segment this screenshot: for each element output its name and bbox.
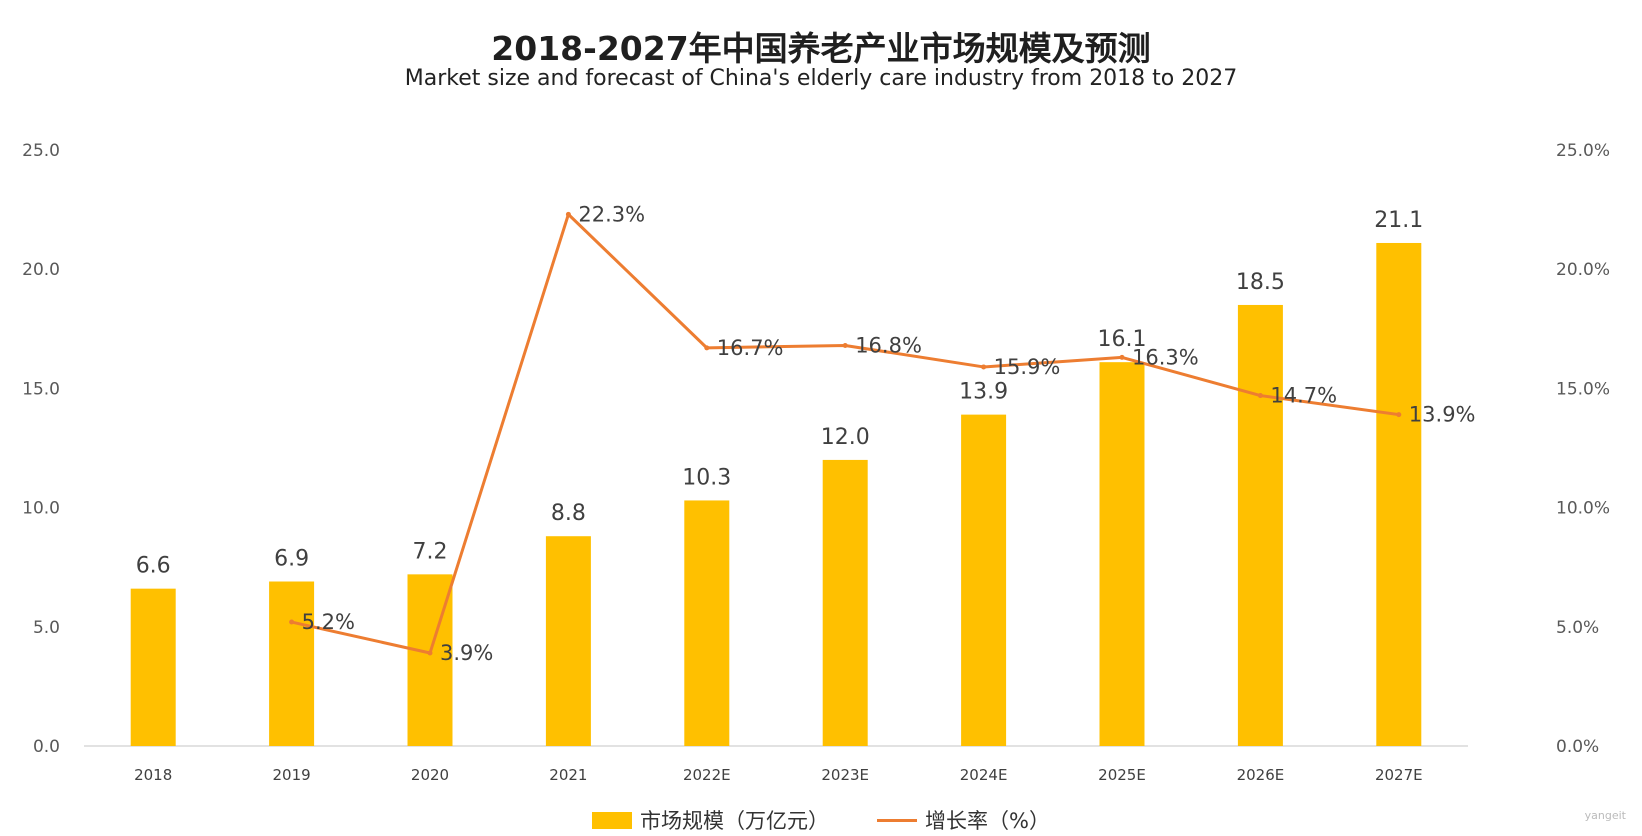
x-tick-label: 2025E — [1098, 766, 1146, 784]
y-left-tick-label: 10.0 — [22, 499, 60, 519]
line-data-label: 16.8% — [855, 333, 922, 357]
line-point — [427, 650, 433, 656]
line-point — [842, 342, 848, 348]
y-left-tick-label: 20.0 — [22, 260, 60, 280]
y-right-tick-label: 5.0% — [1556, 618, 1599, 638]
line-point — [289, 619, 295, 625]
legend: 市场规模（万亿元） 增长率（%） — [0, 806, 1642, 834]
chart-title: 2018-2027年中国养老产业市场规模及预测 — [491, 29, 1151, 68]
y-right-tick-label: 0.0% — [1556, 737, 1599, 757]
bar-data-label: 7.2 — [413, 539, 448, 564]
bar-data-label: 6.9 — [274, 547, 309, 572]
bar-data-label: 8.8 — [551, 501, 586, 526]
line-data-label: 3.9% — [440, 641, 493, 665]
x-tick-label: 2020 — [411, 766, 449, 784]
y-right-tick-label: 10.0% — [1556, 499, 1610, 519]
y-left-tick-label: 5.0 — [33, 618, 60, 638]
bar — [822, 459, 868, 746]
bar-data-label: 21.1 — [1374, 208, 1423, 233]
bar — [130, 588, 176, 746]
y-left-tick-label: 25.0 — [22, 141, 60, 161]
bar-data-label: 16.1 — [1098, 327, 1147, 352]
legend-item-growth-rate: 增长率（%） — [877, 805, 1050, 835]
line-data-label: 16.7% — [717, 336, 784, 360]
legend-item-market-size: 市场规模（万亿元） — [592, 805, 829, 835]
bar — [269, 581, 315, 746]
line-point — [1257, 393, 1263, 399]
line-point — [704, 345, 710, 351]
x-tick-label: 2027E — [1375, 766, 1423, 784]
y-right-tick-label: 15.0% — [1556, 379, 1610, 399]
line-data-label: 5.2% — [302, 610, 355, 634]
line-point — [565, 211, 571, 217]
bar — [961, 414, 1007, 746]
y-right-tick-label: 20.0% — [1556, 260, 1610, 280]
line-data-label: 15.9% — [994, 355, 1061, 379]
x-tick-label: 2019 — [273, 766, 311, 784]
line-data-label: 14.7% — [1270, 384, 1337, 408]
x-tick-label: 2024E — [960, 766, 1008, 784]
x-tick-label: 2023E — [821, 766, 869, 784]
y-right-tick-label: 25.0% — [1556, 141, 1610, 161]
line-data-label: 13.9% — [1409, 403, 1476, 427]
x-tick-label: 2021 — [549, 766, 587, 784]
x-tick-label: 2026E — [1237, 766, 1285, 784]
bar-data-label: 13.9 — [959, 380, 1008, 405]
bar-data-label: 18.5 — [1236, 270, 1285, 295]
line-data-label: 16.3% — [1132, 345, 1199, 369]
bar-data-label: 12.0 — [821, 425, 870, 450]
y-left-tick-label: 15.0 — [22, 379, 60, 399]
legend-label-growth-rate: 增长率（%） — [925, 809, 1050, 833]
line-point — [1396, 412, 1402, 418]
bar-data-label: 6.6 — [136, 554, 171, 579]
legend-label-market-size: 市场规模（万亿元） — [640, 809, 830, 833]
line-point — [981, 364, 987, 370]
x-tick-label: 2022E — [683, 766, 731, 784]
bar — [1099, 362, 1145, 746]
watermark: yangeit — [1584, 809, 1626, 822]
y-left-tick-label: 0.0 — [33, 737, 60, 757]
line-data-label: 22.3% — [578, 202, 645, 226]
bar — [1376, 242, 1422, 746]
legend-line-swatch — [877, 818, 918, 822]
bar — [1237, 304, 1283, 746]
x-tick-label: 2018 — [134, 766, 172, 784]
bar — [684, 500, 730, 746]
bar — [545, 536, 591, 746]
chart-subtitle: Market size and forecast of China's elde… — [404, 66, 1238, 91]
line-point — [1119, 354, 1125, 360]
bar-data-label: 10.3 — [682, 465, 731, 490]
legend-bar-swatch — [592, 811, 633, 829]
